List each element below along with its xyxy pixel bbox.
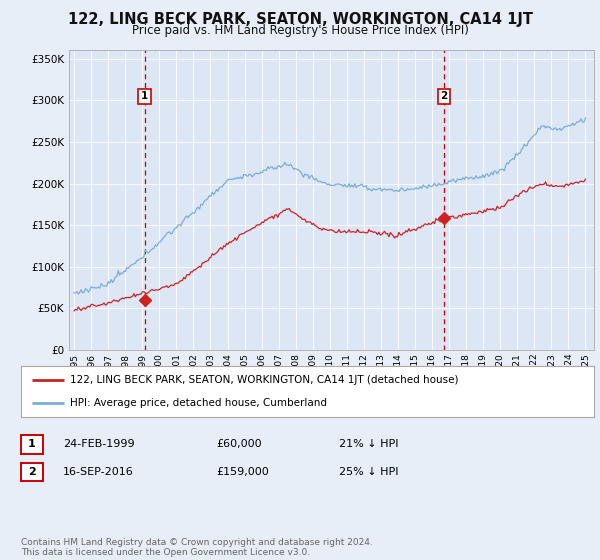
Text: £60,000: £60,000: [216, 439, 262, 449]
Text: Contains HM Land Registry data © Crown copyright and database right 2024.
This d: Contains HM Land Registry data © Crown c…: [21, 538, 373, 557]
Text: 21% ↓ HPI: 21% ↓ HPI: [339, 439, 398, 449]
Text: HPI: Average price, detached house, Cumberland: HPI: Average price, detached house, Cumb…: [70, 398, 327, 408]
Text: 2: 2: [440, 91, 448, 101]
Text: 1: 1: [28, 440, 35, 449]
Text: 122, LING BECK PARK, SEATON, WORKINGTON, CA14 1JT (detached house): 122, LING BECK PARK, SEATON, WORKINGTON,…: [70, 375, 458, 385]
Text: Price paid vs. HM Land Registry's House Price Index (HPI): Price paid vs. HM Land Registry's House …: [131, 24, 469, 37]
Text: £159,000: £159,000: [216, 466, 269, 477]
Text: 24-FEB-1999: 24-FEB-1999: [63, 439, 134, 449]
Text: 1: 1: [141, 91, 148, 101]
Text: 122, LING BECK PARK, SEATON, WORKINGTON, CA14 1JT: 122, LING BECK PARK, SEATON, WORKINGTON,…: [67, 12, 533, 27]
Text: 2: 2: [28, 467, 35, 477]
Text: 25% ↓ HPI: 25% ↓ HPI: [339, 466, 398, 477]
Text: 16-SEP-2016: 16-SEP-2016: [63, 466, 134, 477]
